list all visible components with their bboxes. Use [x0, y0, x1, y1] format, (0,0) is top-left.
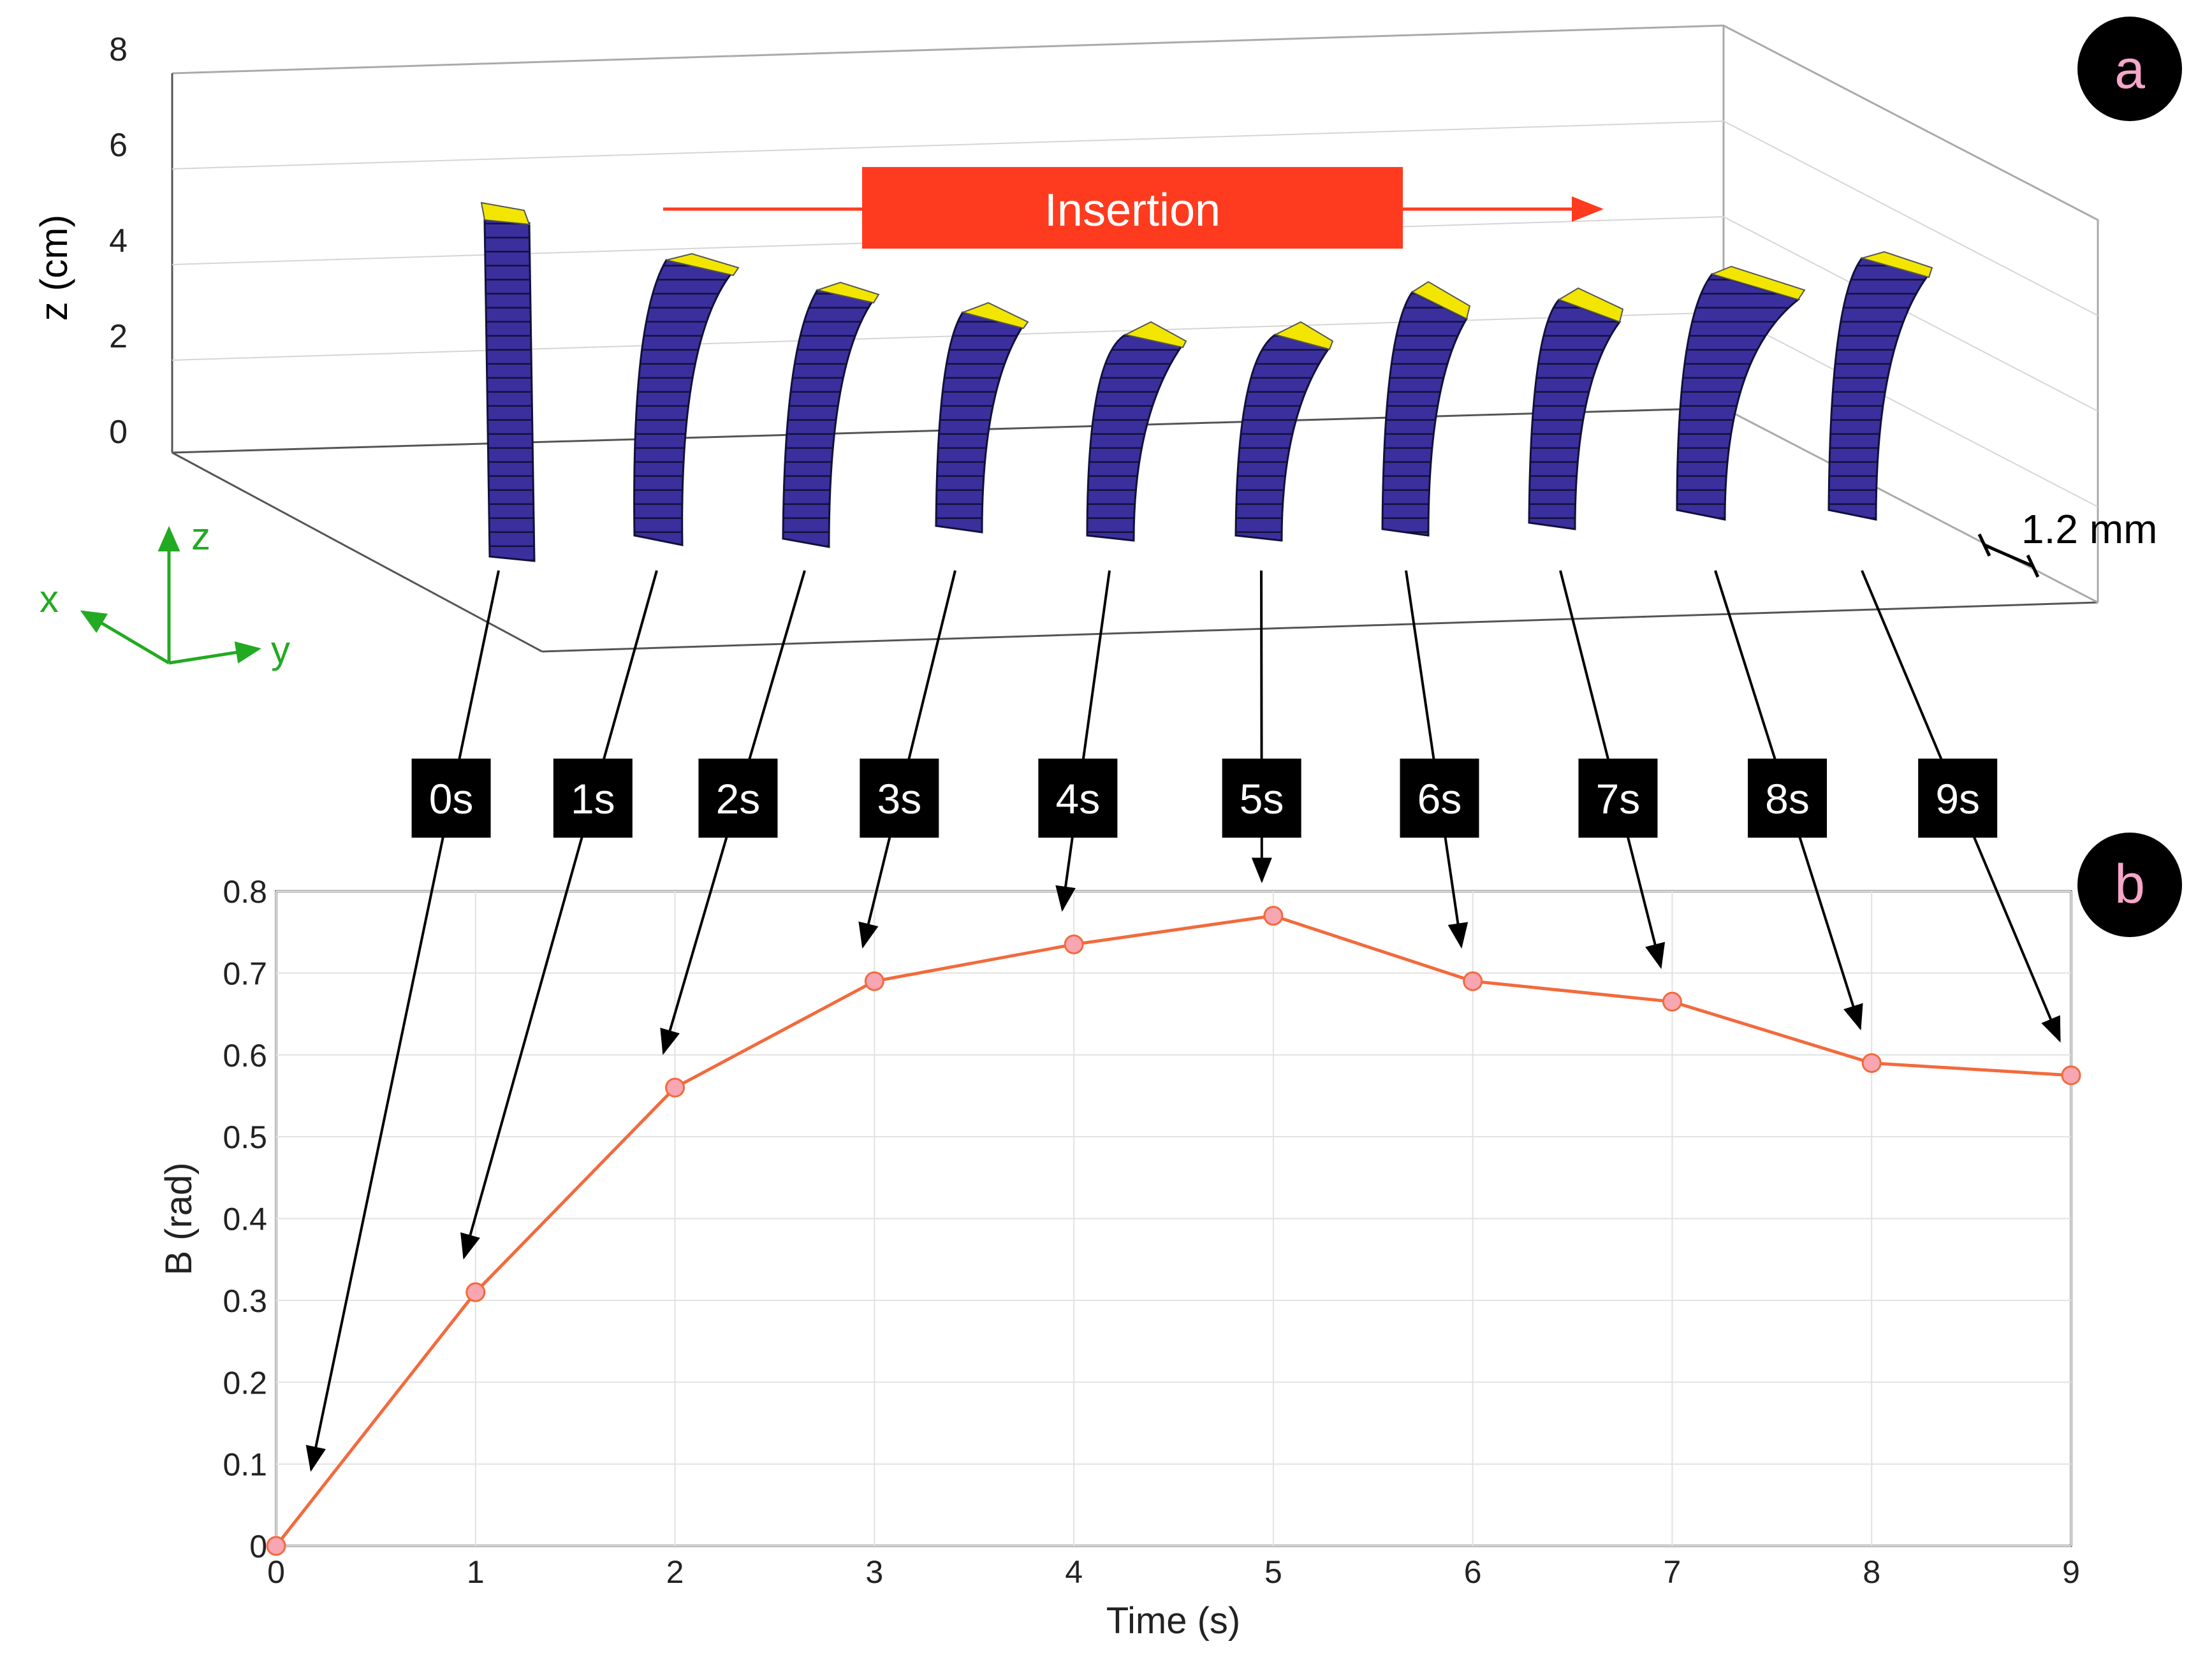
needle-4s [1086, 321, 1187, 542]
x-tick-label: 2 [666, 1554, 684, 1590]
time-label: 1s [571, 775, 615, 822]
panel-a-badge [2077, 17, 2182, 121]
time-label-box [411, 759, 491, 838]
time-label: 2s [716, 775, 761, 822]
x-tick-label: 0 [267, 1554, 285, 1590]
time-label-box [1578, 759, 1658, 838]
data-point-3 [864, 971, 884, 991]
data-point-8 [1861, 1053, 1882, 1074]
series-markers [266, 906, 2081, 1556]
needle-2s [782, 281, 880, 548]
needle-7s [1528, 287, 1624, 530]
box-floor-left [172, 451, 543, 653]
needle-9s [1827, 251, 1933, 521]
scale-label: 1.2 mm [2021, 506, 2157, 552]
y-tick-label: 0.8 [223, 874, 267, 910]
time-label-box [1222, 759, 1301, 838]
panel-a: 0 2 4 6 8 z (cm) Insertion [33, 17, 2182, 671]
y-tick-label: 0.4 [223, 1202, 267, 1237]
time-label: 9s [1935, 775, 1980, 822]
data-point-0 [266, 1536, 286, 1556]
time-label-box [1038, 759, 1118, 838]
data-point-1 [465, 1282, 486, 1302]
x-tick-label: 4 [1065, 1554, 1083, 1590]
panel-a-label: a [2114, 39, 2145, 100]
needle-3s [935, 302, 1029, 534]
data-point-9 [2061, 1065, 2081, 1086]
scale-bar [1977, 533, 2040, 578]
data-point-2 [665, 1077, 685, 1098]
x-ticks: 0 1 2 3 4 5 6 7 8 9 [267, 1554, 2080, 1590]
x-tick-label: 6 [1464, 1554, 1482, 1590]
time-label-box [860, 759, 939, 838]
time-label: 0s [429, 775, 474, 822]
x-tick-label: 1 [467, 1554, 485, 1590]
data-point-6 [1463, 971, 1483, 991]
y-tick-label: 0.7 [223, 956, 267, 991]
time-label: 7s [1596, 775, 1641, 822]
time-label: 5s [1240, 775, 1284, 822]
data-point-5 [1263, 906, 1284, 926]
z-tick: 4 [109, 222, 128, 259]
panel-b: 0 0.1 0.2 0.3 0.4 0.5 0.6 0.7 0.8 0 1 2 3 4 5 6 7 8 9 B (… [158, 833, 2182, 1642]
time-label-box [1400, 759, 1479, 838]
y-ticks: 0 0.1 0.2 0.3 0.4 0.5 0.6 0.7 0.8 [223, 874, 267, 1564]
y-axis-label: B (rad) [158, 1162, 200, 1275]
time-label-box [1748, 759, 1827, 838]
needle-6s [1381, 280, 1471, 537]
time-label-box [1918, 759, 1998, 838]
connector-arrow-4 [1055, 570, 1111, 912]
data-point-7 [1662, 991, 1682, 1012]
triad-z-label: z [191, 515, 210, 558]
connector-arrow-0 [305, 570, 500, 1472]
time-label-box [553, 759, 633, 838]
time-label-box [698, 759, 778, 838]
z-axis-label: z (cm) [33, 215, 75, 321]
y-tick-label: 0.2 [223, 1365, 267, 1401]
needle-5s [1234, 321, 1334, 542]
z-ticks: 0 2 4 6 8 [109, 31, 128, 451]
time-label: 4s [1056, 775, 1101, 822]
connector-arrow-6 [1405, 570, 1469, 949]
connector-arrow-1 [460, 570, 658, 1260]
z-tick: 8 [109, 31, 128, 68]
x-tick-label: 8 [1863, 1554, 1880, 1590]
panel-b-label: b [2114, 854, 2145, 915]
y-tick-label: 0.6 [223, 1038, 267, 1074]
axes-triad [80, 526, 261, 665]
z-tick: 6 [109, 127, 128, 164]
x-tick-label: 5 [1264, 1554, 1282, 1590]
y-tick-label: 0.5 [223, 1119, 267, 1155]
insertion-label: Insertion [1044, 185, 1220, 236]
series-line [275, 914, 2072, 1547]
panel-b-badge [2077, 833, 2182, 937]
time-label: 8s [1765, 775, 1810, 822]
triad-x-label: x [40, 578, 59, 620]
x-tick-label: 3 [865, 1554, 883, 1590]
x-tick-label: 9 [2062, 1554, 2080, 1590]
box-floor-right [1723, 407, 2098, 604]
z-tick: 2 [109, 318, 128, 355]
needles [480, 201, 1933, 562]
y-tick-label: 0.1 [223, 1447, 267, 1483]
data-point-4 [1064, 934, 1084, 954]
x-axis-label: Time (s) [1106, 1600, 1240, 1642]
needle-8s [1676, 265, 1806, 521]
connector-arrow-3 [858, 570, 956, 949]
time-label: 3s [877, 775, 921, 822]
z-tick: 0 [109, 414, 128, 451]
needle-1s [633, 252, 740, 546]
time-label: 6s [1417, 775, 1462, 822]
insertion-banner [862, 167, 1403, 249]
box-floor-front [541, 601, 2098, 653]
time-labels: 0s 1s 2s 3s 4s 5s 6s 7s 8s 9s [411, 759, 1998, 838]
needle-0s [480, 201, 536, 562]
y-tick-label: 0 [249, 1529, 267, 1564]
triad-y-label: y [271, 629, 290, 671]
x-tick-label: 7 [1664, 1554, 1681, 1590]
y-tick-label: 0.3 [223, 1283, 267, 1319]
